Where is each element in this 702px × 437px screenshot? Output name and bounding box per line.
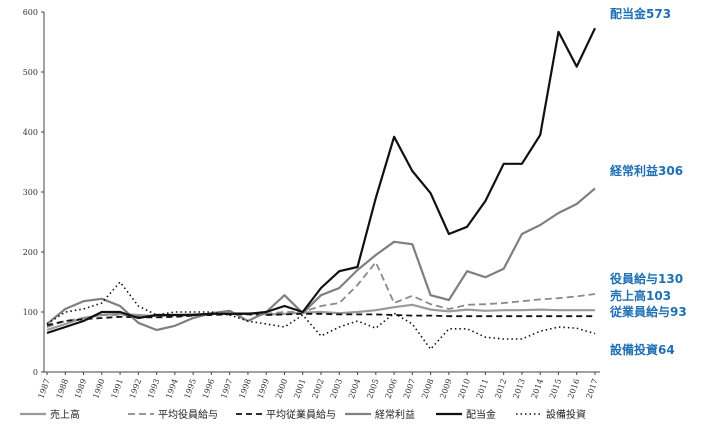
legend-label: 設備投資 (546, 408, 586, 421)
legend-label: 平均従業員給与 (266, 408, 336, 421)
x-tick-label: 2008 (420, 378, 435, 400)
x-tick-label: 1988 (55, 378, 70, 400)
y-tick-label: 400 (23, 128, 38, 137)
x-tick-label: 2001 (292, 378, 307, 400)
y-tick-label: 600 (23, 8, 38, 17)
x-tick-label: 1998 (237, 378, 252, 400)
series-line-3 (46, 187, 596, 332)
x-tick-label: 1989 (73, 378, 88, 400)
end-label: 経常利益306 (610, 163, 683, 178)
y-tick-label: 300 (23, 188, 38, 197)
x-tick-label: 1990 (91, 378, 106, 400)
series-line-1 (46, 261, 596, 328)
x-tick-label: 2014 (530, 378, 545, 400)
y-tick-label: 200 (23, 248, 38, 257)
end-label: 役員給与130 (610, 271, 683, 286)
x-tick-label: 1991 (110, 378, 125, 400)
legend-label: 平均役員給与 (158, 408, 218, 421)
x-tick-label: 2016 (566, 378, 581, 400)
end-label: 配当金573 (610, 6, 671, 21)
x-tick-label: 2004 (347, 378, 362, 400)
x-tick-label: 2012 (493, 378, 508, 400)
y-tick-label: 0 (33, 368, 38, 377)
series-line-4 (46, 27, 596, 335)
x-tick-label: 2007 (402, 378, 417, 400)
x-tick-label: 1999 (256, 378, 271, 400)
legend-label: 経常利益 (375, 408, 415, 421)
x-tick-label: 2005 (365, 378, 380, 400)
x-tick-label: 1995 (183, 378, 198, 400)
x-tick-label: 1987 (36, 378, 51, 400)
x-tick-label: 1996 (201, 378, 216, 400)
x-tick-label: 2003 (329, 378, 344, 400)
x-tick-label: 2017 (584, 378, 599, 400)
x-tick-label: 2010 (457, 378, 472, 400)
y-tick-label: 100 (23, 308, 38, 317)
x-tick-label: 2015 (548, 378, 563, 400)
x-tick-label: 1994 (164, 378, 179, 400)
y-tick-label: 500 (23, 68, 38, 77)
end-label: 従業員給与93 (609, 304, 687, 319)
x-tick-label: 2000 (274, 378, 289, 400)
legend-label: 配当金 (466, 408, 496, 421)
x-tick-label: 2006 (384, 378, 399, 400)
series-line-0 (46, 303, 595, 332)
end-label: 売上高103 (610, 288, 671, 303)
legend-label: 売上高 (50, 408, 80, 421)
x-tick-label: 2009 (438, 378, 453, 400)
x-tick-label: 1993 (146, 378, 161, 400)
series-line-5 (46, 281, 596, 351)
x-tick-label: 1997 (219, 378, 234, 400)
x-tick-label: 2013 (511, 378, 526, 400)
x-tick-label: 1992 (128, 378, 143, 400)
end-label: 設備投資64 (610, 342, 675, 357)
x-tick-label: 2002 (310, 378, 325, 400)
x-tick-label: 2011 (475, 378, 490, 400)
